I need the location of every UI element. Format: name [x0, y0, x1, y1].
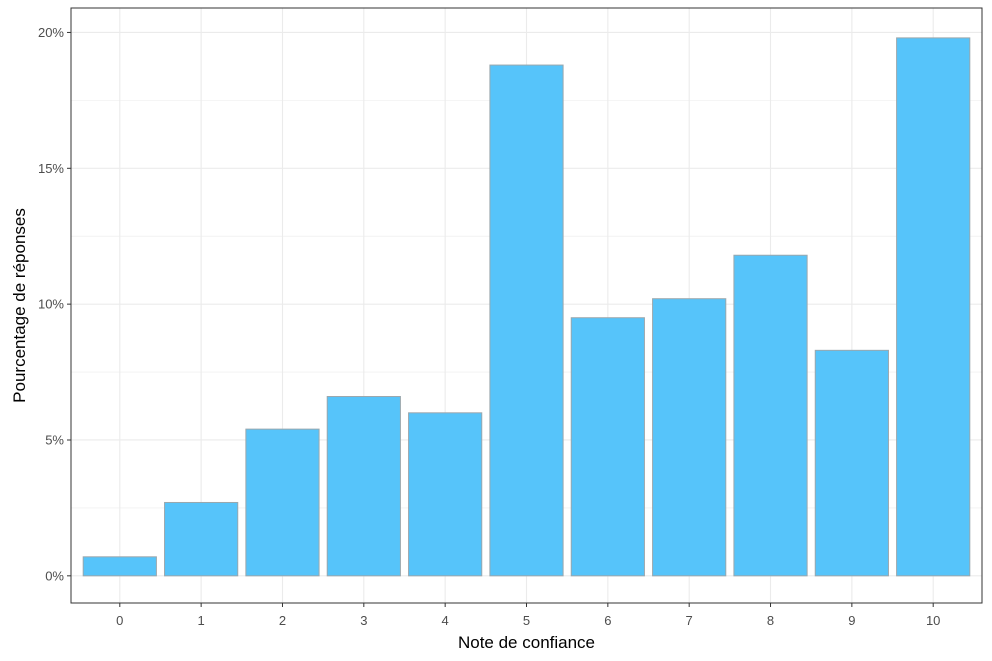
- x-tick-label: 5: [523, 613, 530, 628]
- y-axis-title: Pourcentage de réponses: [10, 208, 29, 403]
- bar-9: [814, 349, 889, 577]
- x-tick-label: 1: [198, 613, 205, 628]
- bars: [82, 37, 971, 577]
- x-tick-label: 7: [686, 613, 693, 628]
- bar-0: [82, 556, 157, 577]
- y-tick-label: 0%: [45, 568, 64, 583]
- x-tick-label: 2: [279, 613, 286, 628]
- bar-3: [326, 396, 401, 577]
- bar-8: [733, 254, 808, 577]
- bar-7: [652, 298, 727, 577]
- x-tick-label: 3: [360, 613, 367, 628]
- bar-6: [570, 317, 645, 577]
- y-tick-label: 10%: [38, 297, 64, 312]
- y-tick-label: 15%: [38, 161, 64, 176]
- bar-10: [896, 37, 971, 577]
- y-tick-label: 5%: [45, 432, 64, 447]
- x-tick-label: 6: [604, 613, 611, 628]
- x-tick-label: 4: [442, 613, 449, 628]
- x-tick-label: 0: [116, 613, 123, 628]
- x-tick-label: 8: [767, 613, 774, 628]
- y-axis-ticks: 0% 5% 10% 15% 20%: [38, 25, 71, 583]
- y-tick-label: 20%: [38, 25, 64, 40]
- x-tick-label: 10: [926, 613, 940, 628]
- x-axis-title: Note de confiance: [458, 633, 595, 652]
- bar-2: [245, 428, 320, 577]
- bar-5: [489, 64, 564, 577]
- x-tick-label: 9: [848, 613, 855, 628]
- bar-4: [408, 412, 483, 577]
- x-axis-ticks: 0 1 2 3 4 5 6 7 8 9 10: [116, 603, 940, 628]
- bar-1: [164, 501, 239, 577]
